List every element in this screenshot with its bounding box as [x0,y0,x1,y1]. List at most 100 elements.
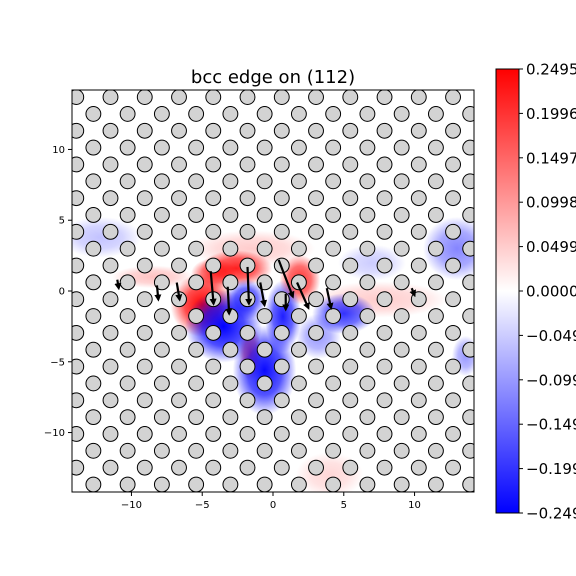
atom-marker [52,376,67,391]
atom-marker [290,442,307,459]
atom-marker [136,324,153,341]
atom-marker [290,409,307,426]
atom-marker [410,190,427,207]
atom-marker [188,409,205,426]
atom-marker [85,409,102,426]
atom-marker [222,105,239,122]
atom-marker [376,156,393,173]
colorbar-tick-label: 0.0000 [526,283,576,301]
atom-marker [222,476,239,492]
atom-marker [153,139,170,156]
colorbar-ticks: 0.2495 0.1996 0.1497 0.0998 0.0499 0.0000 −0.0… [519,61,576,523]
atom-marker [205,190,222,207]
displacement-arrow [325,287,334,311]
atom-marker [188,105,205,122]
atom-marker [256,139,273,156]
atom-marker [480,258,495,273]
atom-marker [462,308,474,324]
atom-marker [188,274,205,291]
atom-marker [273,291,290,308]
atom-marker [445,459,461,476]
atom-marker [462,476,474,492]
atom-marker [136,90,153,106]
colorbar-tick-label: −0.0499 [526,327,576,345]
atom-marker [410,426,427,442]
colorbar-tick-label: 0.2495 [526,61,576,79]
atom-marker [72,122,85,139]
displacement-arrow [175,282,183,302]
atom-marker [256,240,273,257]
atom-marker [480,123,495,138]
atom-marker [427,240,444,257]
atom-marker [188,139,205,156]
atom-marker [273,392,290,409]
atom-marker [239,392,256,409]
atom-marker [205,257,222,274]
atom-marker [239,156,256,173]
atom-marker [427,308,444,324]
atom-marker [153,409,170,426]
atom-marker [480,460,495,475]
atom-marker [119,240,136,257]
atom-marker [342,190,359,207]
atom-marker [427,409,444,426]
atom-marker [410,358,427,375]
atom-marker [427,442,444,459]
atom-marker [205,122,222,139]
atom-marker [376,358,393,375]
atom-marker [308,257,324,274]
atom-marker [85,240,102,257]
atom-marker [153,173,170,190]
atom-marker [102,324,119,341]
atom-marker [153,375,170,392]
atom-marker [72,426,85,442]
atom-marker [428,73,443,88]
displacement-arrow [277,259,295,299]
atom-marker [446,494,461,509]
atom-marker [52,174,67,189]
atom-marker [136,291,153,308]
atom-marker [359,274,376,291]
colorbar-tick-label: 0.0998 [526,194,576,212]
atom-marker [86,73,101,88]
atom-marker [480,191,495,206]
atom-marker [325,476,342,492]
atom-marker [290,240,307,257]
atom-marker [72,324,85,341]
atom-marker [205,324,222,341]
atom-marker [410,90,427,106]
atom-marker [222,409,239,426]
atom-marker [393,274,410,291]
atom-marker [480,427,495,442]
atom-marker [377,494,392,509]
atom-marker [171,122,187,139]
atom-marker [102,358,119,375]
atom-marker [325,173,342,190]
atom-marker [222,375,239,392]
atom-marker [480,393,495,408]
atom-marker [325,308,342,324]
atom-marker [480,325,495,340]
atom-marker [376,90,393,106]
atom-marker [290,375,307,392]
atom-marker [52,309,67,324]
atom-marker [222,207,239,223]
x-tick-label: 5 [341,500,347,511]
atom-marker [256,105,273,122]
atom-marker [359,308,376,324]
atom-marker [205,392,222,409]
atom-marker [52,410,67,425]
atom-marker [171,358,187,375]
displacement-arrow [114,279,122,291]
atom-marker [325,105,342,122]
atom-marker [342,291,359,308]
y-tick-label: 5 [59,216,65,227]
atom-marker [359,173,376,190]
atom-marker [462,240,474,257]
atom-marker [273,122,290,139]
atom-marker [240,494,255,509]
atom-marker [462,173,474,190]
atom-marker [290,308,307,324]
atom-marker [239,223,256,240]
atom-marker [393,308,410,324]
